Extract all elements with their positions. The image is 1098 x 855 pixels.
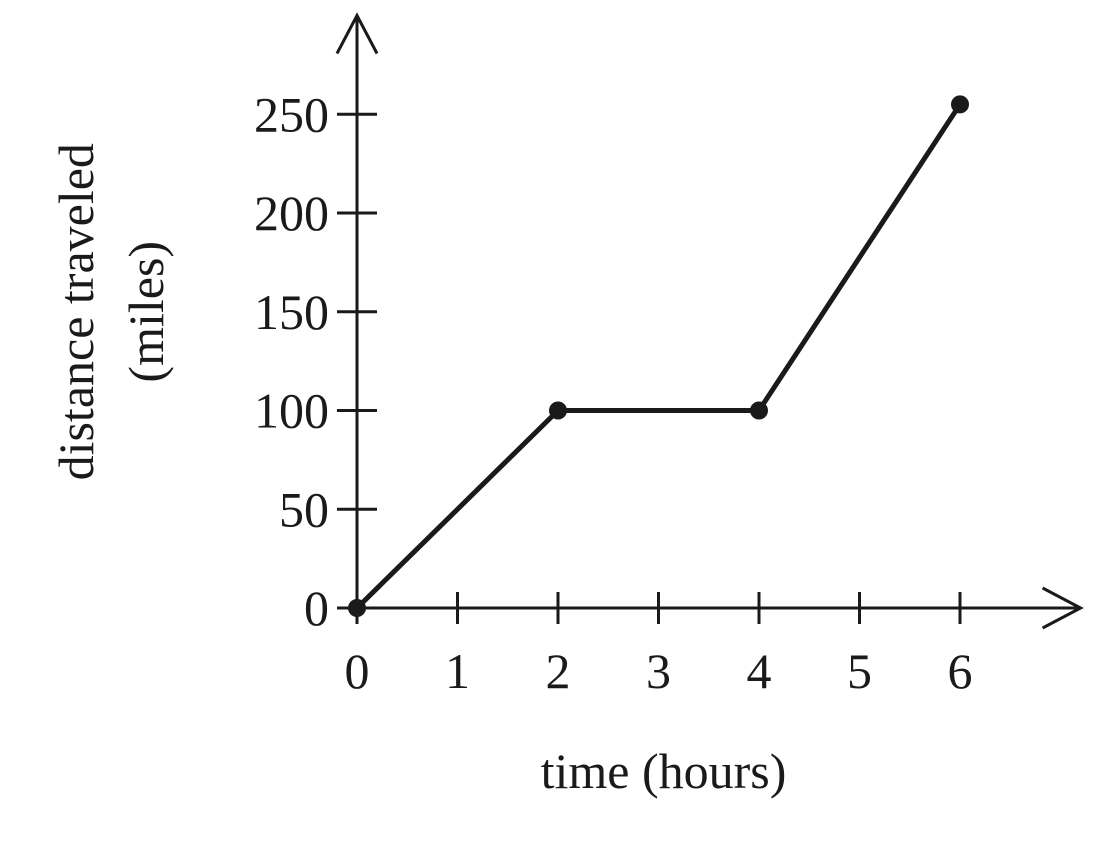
y-tick-label: 250 [254, 86, 329, 142]
series-line [355, 103, 963, 610]
x-axis-label: time (hours) [541, 743, 787, 799]
data-point [951, 95, 969, 114]
y-axis-arrowhead [335, 12, 379, 55]
series-group [348, 95, 969, 617]
y-tick-label: 0 [304, 580, 329, 636]
x-tick-label: 4 [747, 643, 772, 699]
y-tick-label: 200 [254, 185, 329, 241]
x-tick-label: 2 [546, 643, 571, 699]
y-axis-label-unit: (miles) [118, 241, 174, 383]
y-ticks-group: 0 50 100 150 200 250 [254, 86, 377, 636]
x-ticks-group: 0 1 2 3 4 5 6 [345, 592, 973, 699]
data-point [750, 401, 768, 420]
x-tick-label: 3 [646, 643, 671, 699]
x-tick-label: 1 [445, 643, 470, 699]
x-tick-label: 5 [847, 643, 872, 699]
y-tick-label: 50 [279, 481, 329, 537]
axes-group [335, 12, 1084, 630]
x-tick-label: 6 [948, 643, 973, 699]
y-tick-label: 100 [254, 383, 329, 439]
data-point [348, 599, 366, 617]
x-axis-arrowhead [1041, 586, 1084, 630]
y-axis-label: distance traveled [48, 143, 104, 480]
data-point [549, 401, 567, 420]
x-tick-label: 0 [345, 643, 370, 699]
y-tick-label: 150 [254, 284, 329, 340]
